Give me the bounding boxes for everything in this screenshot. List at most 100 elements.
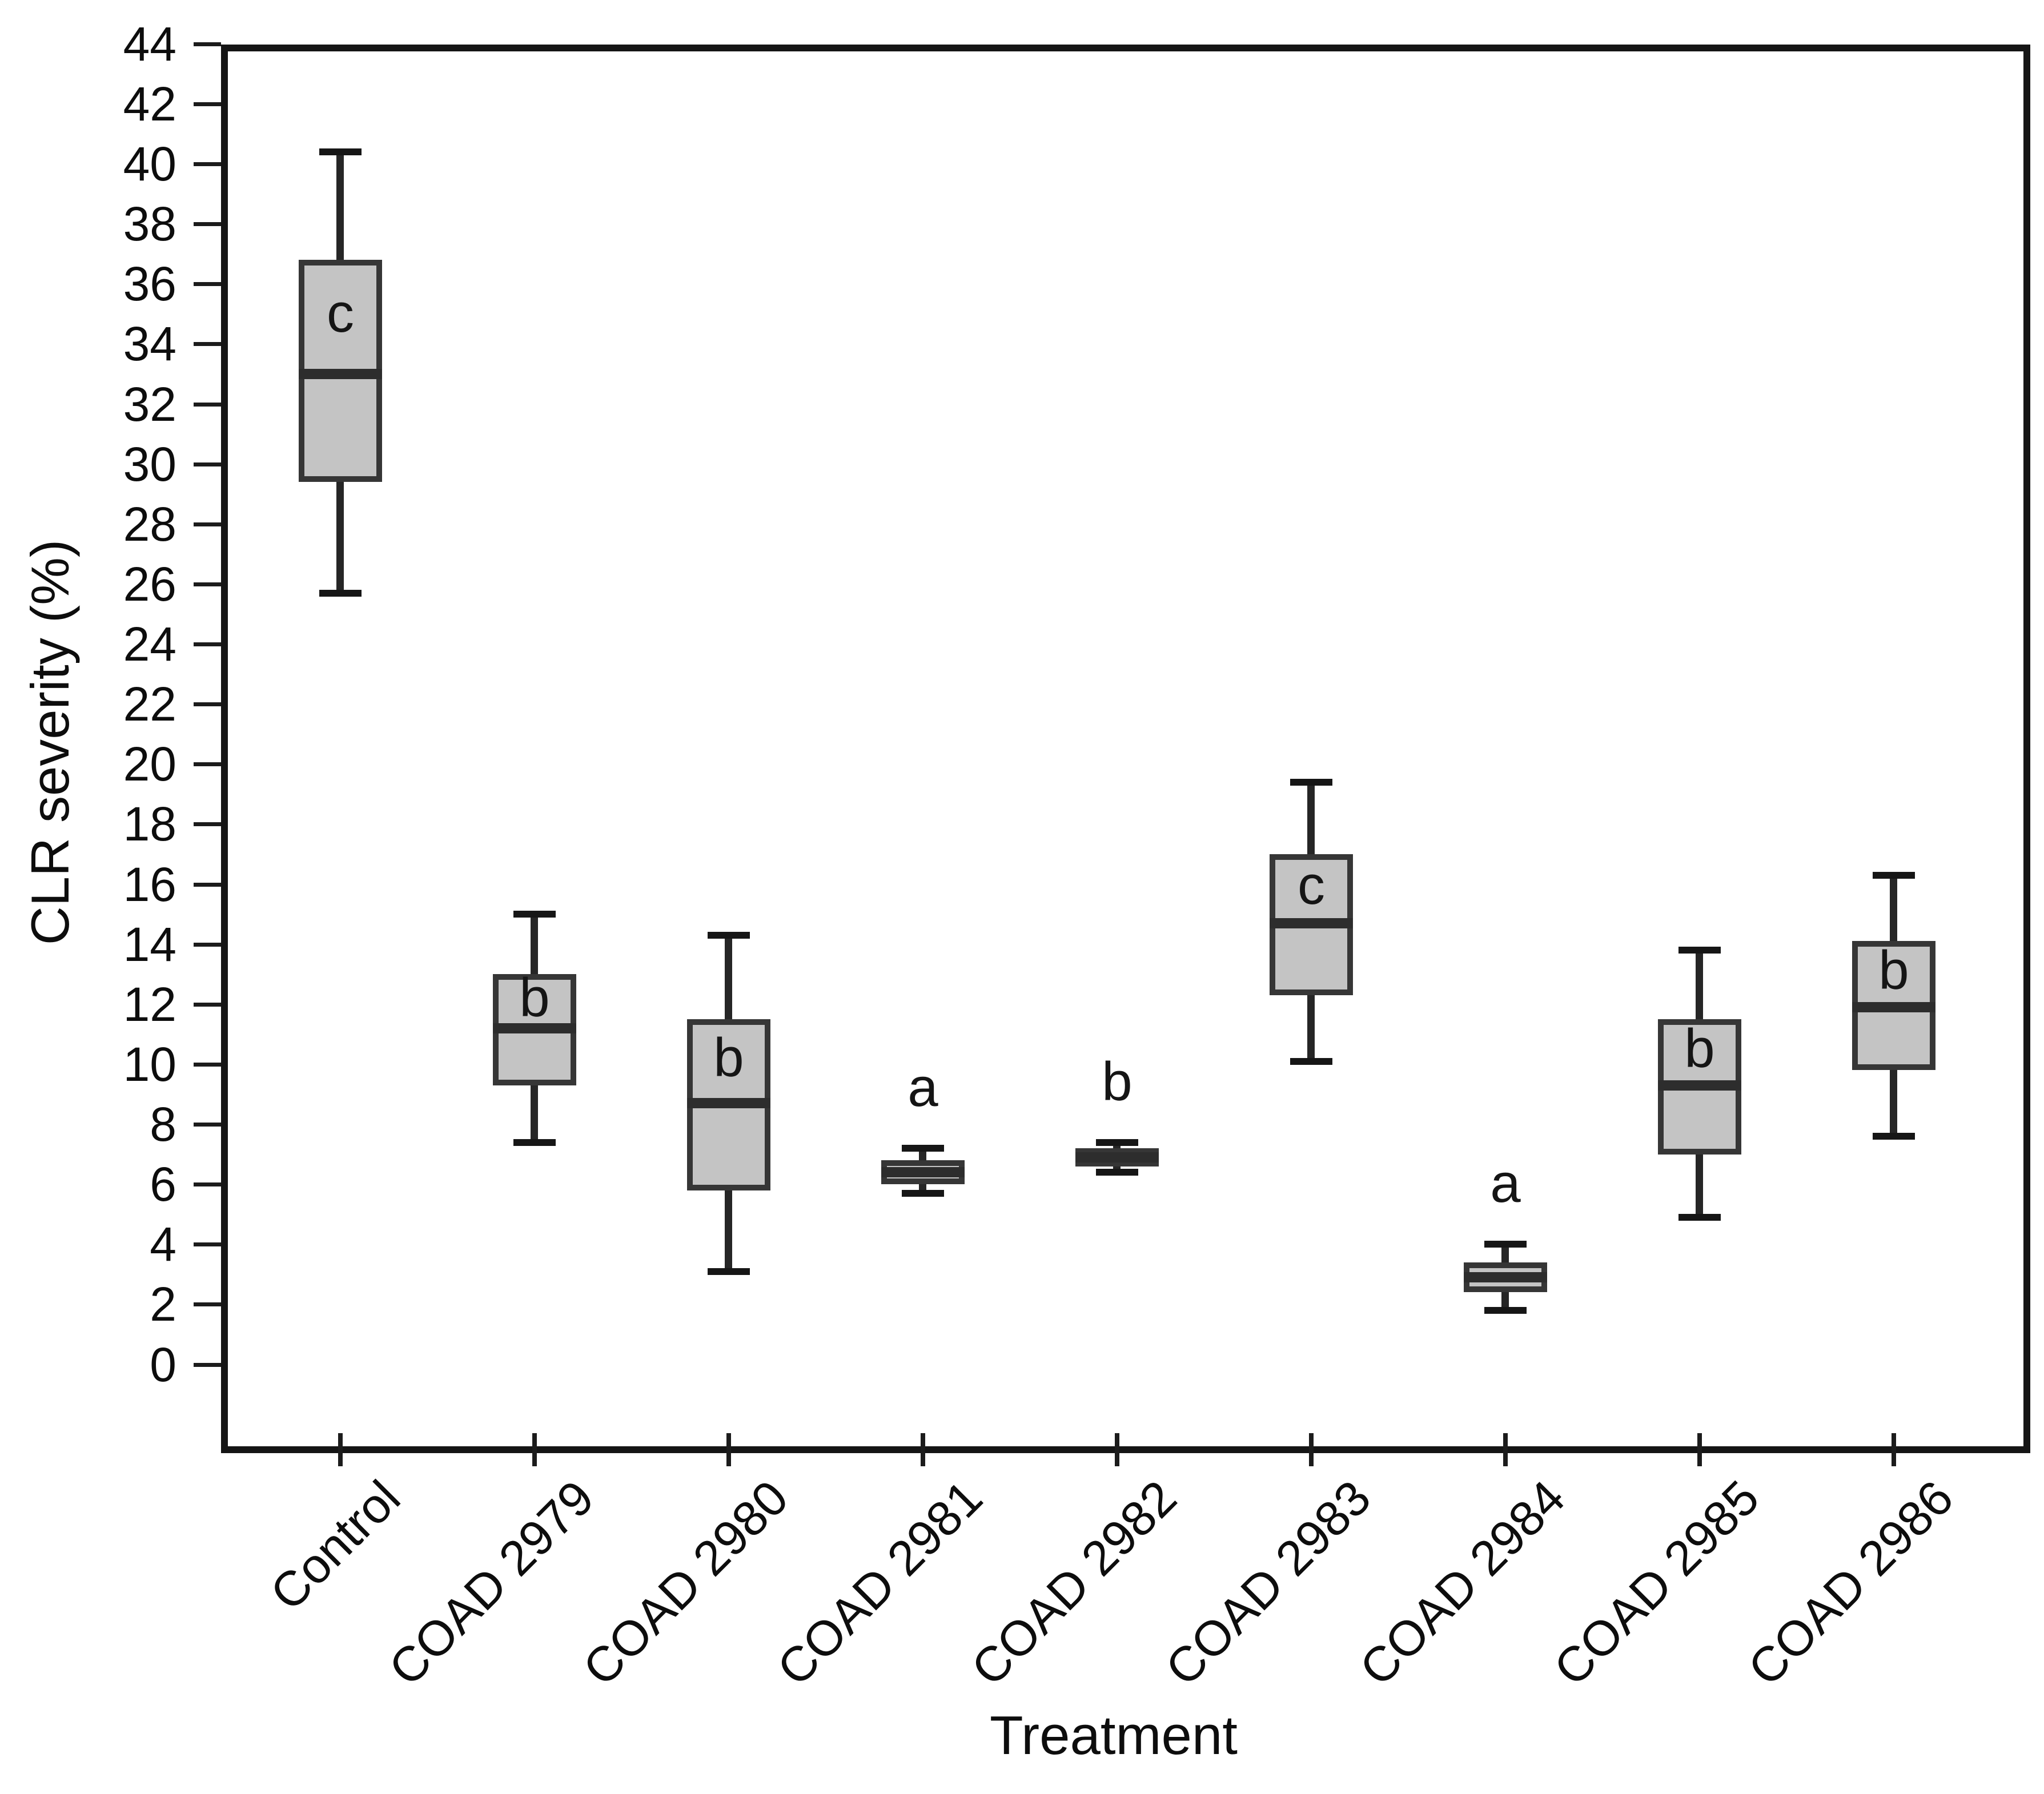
y-tick-label: 2 bbox=[150, 1277, 176, 1331]
y-tick-label: 12 bbox=[123, 978, 176, 1031]
significance-letter: c bbox=[1298, 855, 1325, 916]
y-axis-title: CLR severity (%) bbox=[20, 539, 80, 946]
y-tick bbox=[194, 1182, 221, 1186]
x-tick bbox=[338, 1433, 343, 1466]
y-tick-label: 24 bbox=[123, 617, 176, 671]
x-axis-title: Treatment bbox=[990, 1705, 1238, 1766]
y-tick-label: 28 bbox=[123, 497, 176, 551]
y-tick bbox=[194, 642, 221, 646]
y-tick-label: 30 bbox=[123, 437, 176, 491]
y-tick-label: 36 bbox=[123, 257, 176, 311]
upper-whisker-stem bbox=[1696, 950, 1703, 1019]
x-tick-label: Control bbox=[259, 1470, 411, 1621]
y-tick bbox=[194, 162, 221, 166]
y-tick-label: 26 bbox=[123, 557, 176, 611]
y-tick-label: 6 bbox=[150, 1157, 176, 1211]
upper-whisker-cap bbox=[1096, 1139, 1138, 1146]
x-tick-label: COAD 2981 bbox=[767, 1470, 993, 1696]
upper-whisker-cap bbox=[1290, 779, 1332, 786]
x-tick bbox=[1697, 1433, 1702, 1466]
x-tick-label: COAD 2979 bbox=[379, 1470, 605, 1696]
y-tick bbox=[194, 342, 221, 346]
upper-whisker-cap bbox=[319, 148, 362, 155]
significance-letter: b bbox=[519, 967, 550, 1028]
y-tick bbox=[194, 1363, 221, 1367]
upper-whisker-stem bbox=[336, 152, 344, 260]
lower-whisker-stem bbox=[336, 482, 344, 593]
median-line bbox=[1464, 1272, 1547, 1282]
x-tick-label: COAD 2982 bbox=[961, 1470, 1187, 1696]
upper-whisker-cap bbox=[708, 932, 750, 939]
y-tick-label: 16 bbox=[123, 858, 176, 911]
y-tick bbox=[194, 822, 221, 826]
lower-whisker-cap bbox=[1873, 1133, 1915, 1140]
x-tick-label: COAD 2986 bbox=[1738, 1470, 1964, 1696]
median-line bbox=[493, 1023, 576, 1033]
significance-letter: b bbox=[1684, 1018, 1715, 1079]
y-tick-label: 22 bbox=[123, 677, 176, 731]
significance-letter: b bbox=[713, 1027, 744, 1088]
y-tick bbox=[194, 42, 221, 46]
y-tick-label: 42 bbox=[123, 77, 176, 131]
y-tick bbox=[194, 1063, 221, 1067]
upper-whisker-stem bbox=[1890, 875, 1897, 941]
y-tick bbox=[194, 282, 221, 286]
x-tick-label: COAD 2984 bbox=[1350, 1470, 1576, 1696]
lower-whisker-stem bbox=[1696, 1155, 1703, 1217]
upper-whisker-stem bbox=[1307, 782, 1315, 854]
x-tick bbox=[921, 1433, 925, 1466]
lower-whisker-cap bbox=[1484, 1307, 1527, 1314]
plot-area: 0 2 4 6 8 10 12 14 16 18 20 22 24 26 28 30 32 34 36 38 40 42 4… bbox=[123, 17, 2030, 1696]
significance-letter: a bbox=[907, 1057, 938, 1118]
median-line bbox=[299, 369, 382, 379]
upper-whisker-stem bbox=[1501, 1244, 1509, 1262]
y-tick bbox=[194, 222, 221, 226]
x-tick bbox=[532, 1433, 537, 1466]
upper-whisker-cap bbox=[902, 1145, 944, 1152]
median-line bbox=[1270, 918, 1353, 928]
lower-whisker-stem bbox=[725, 1190, 732, 1272]
x-tick bbox=[1309, 1433, 1314, 1466]
y-tick bbox=[194, 1003, 221, 1007]
lower-whisker-cap bbox=[1096, 1169, 1138, 1176]
upper-whisker-cap bbox=[1484, 1241, 1527, 1248]
y-tick-label: 8 bbox=[150, 1097, 176, 1151]
lower-whisker-cap bbox=[1290, 1058, 1332, 1065]
y-tick-label: 4 bbox=[150, 1217, 176, 1271]
significance-letter: b bbox=[1102, 1051, 1133, 1112]
lower-whisker-cap bbox=[708, 1268, 750, 1275]
lower-whisker-stem bbox=[1307, 995, 1315, 1061]
median-line bbox=[1075, 1152, 1159, 1163]
y-tick bbox=[194, 403, 221, 407]
y-tick bbox=[194, 1123, 221, 1127]
x-tick bbox=[1892, 1433, 1896, 1466]
y-tick-label: 18 bbox=[123, 797, 176, 851]
y-tick bbox=[194, 582, 221, 586]
y-tick bbox=[194, 762, 221, 766]
x-tick-label: COAD 2985 bbox=[1544, 1470, 1770, 1696]
median-line bbox=[1852, 1002, 1935, 1012]
lower-whisker-cap bbox=[1678, 1214, 1721, 1221]
x-tick-label: COAD 2980 bbox=[573, 1470, 799, 1696]
y-tick bbox=[194, 462, 221, 466]
significance-letter: c bbox=[327, 283, 354, 344]
x-tick bbox=[1503, 1433, 1508, 1466]
y-tick-label: 0 bbox=[150, 1338, 176, 1391]
y-tick-label: 34 bbox=[123, 317, 176, 371]
y-tick-label: 20 bbox=[123, 737, 176, 791]
lower-whisker-stem bbox=[531, 1085, 538, 1143]
y-tick bbox=[194, 1302, 221, 1306]
median-line bbox=[687, 1098, 770, 1108]
lower-whisker-cap bbox=[319, 590, 362, 597]
upper-whisker-cap bbox=[513, 911, 556, 918]
y-tick bbox=[194, 102, 221, 106]
lower-whisker-cap bbox=[902, 1190, 944, 1197]
x-tick-label: COAD 2983 bbox=[1155, 1470, 1382, 1696]
median-line bbox=[881, 1167, 965, 1177]
y-tick bbox=[194, 943, 221, 947]
upper-whisker-cap bbox=[1873, 872, 1915, 879]
upper-whisker-cap bbox=[1678, 947, 1721, 954]
y-tick-label: 10 bbox=[123, 1037, 176, 1091]
x-tick bbox=[726, 1433, 731, 1466]
y-tick-label: 40 bbox=[123, 137, 176, 191]
